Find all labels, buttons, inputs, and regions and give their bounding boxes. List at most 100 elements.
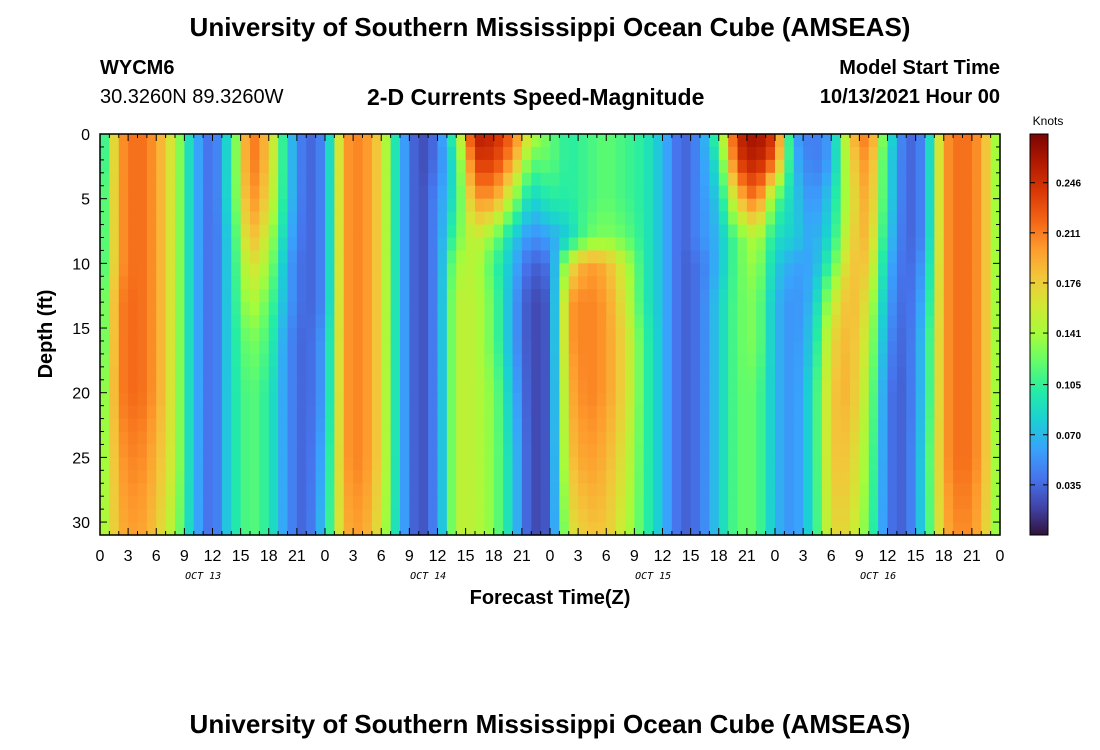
heatmap-cell — [728, 418, 739, 433]
heatmap-cell — [465, 315, 476, 329]
heatmap-cell — [915, 289, 926, 303]
heatmap-cell — [587, 302, 598, 316]
heatmap-cell — [728, 496, 739, 510]
heatmap-cell — [625, 444, 635, 458]
heatmap-cell — [775, 483, 785, 497]
heatmap-cell — [100, 198, 110, 213]
heatmap-cell — [831, 470, 842, 484]
heatmap-cell — [662, 134, 673, 148]
heatmap-cell — [446, 522, 457, 536]
heatmap-cell — [653, 522, 664, 536]
heatmap-cell — [175, 198, 185, 213]
heatmap-cell — [306, 392, 317, 407]
heatmap-cell — [503, 496, 514, 510]
heatmap-cell — [943, 211, 954, 226]
heatmap-cell — [343, 379, 354, 394]
heatmap-cell — [353, 250, 364, 264]
heatmap-cell — [521, 496, 532, 510]
heatmap-cell — [446, 172, 457, 187]
heatmap-cell — [596, 224, 607, 239]
heatmap-cell — [578, 250, 589, 264]
heatmap-cell — [371, 418, 382, 433]
heatmap-cell — [503, 146, 514, 161]
heatmap-cell — [484, 522, 495, 536]
heatmap-cell — [137, 457, 148, 471]
heatmap-cell — [962, 509, 973, 523]
heatmap-cell — [193, 340, 204, 355]
heatmap-cell — [156, 496, 167, 510]
heatmap-cell — [653, 470, 664, 484]
heatmap-cell — [981, 483, 992, 497]
heatmap-cell — [521, 470, 532, 484]
heatmap-cell — [831, 302, 842, 316]
heatmap-cell — [559, 146, 570, 161]
heatmap-cell — [915, 392, 926, 407]
heatmap-cell — [203, 198, 214, 213]
heatmap-cell — [512, 392, 523, 407]
heatmap-cell — [887, 185, 898, 200]
heatmap-cell — [521, 185, 532, 200]
heatmap-cell — [118, 315, 129, 329]
heatmap-cell — [287, 379, 298, 394]
heatmap-cell — [981, 418, 992, 433]
heatmap-cell — [953, 444, 964, 458]
heatmap-cell — [793, 431, 804, 446]
heatmap-cell — [250, 224, 260, 239]
heatmap-cell — [428, 444, 439, 458]
heatmap-cell — [109, 522, 120, 536]
heatmap-cell — [118, 522, 129, 536]
heatmap-cell — [325, 211, 335, 226]
heatmap-cell — [418, 263, 429, 277]
heatmap-cell — [803, 483, 814, 497]
heatmap-cell — [625, 340, 635, 355]
heatmap-cell — [690, 185, 701, 200]
heatmap-cell — [615, 483, 626, 497]
heatmap-cell — [306, 509, 317, 523]
heatmap-cell — [334, 340, 345, 355]
heatmap-cell — [446, 444, 457, 458]
x-tick-label: 6 — [377, 548, 386, 565]
heatmap-cell — [137, 250, 148, 264]
heatmap-cell — [643, 328, 654, 342]
heatmap-cell — [278, 211, 289, 226]
heatmap-cell — [559, 522, 570, 536]
heatmap-cell — [746, 185, 757, 200]
heatmap-cell — [990, 146, 1001, 161]
heatmap-cell — [540, 211, 551, 226]
heatmap-cell — [231, 224, 242, 239]
heatmap-cell — [915, 211, 926, 226]
heatmap-cell — [990, 224, 1001, 239]
heatmap-cell — [596, 328, 607, 342]
heatmap-cell — [325, 457, 335, 471]
heatmap-cell — [428, 224, 439, 239]
heatmap-cell — [746, 496, 757, 510]
heatmap-cell — [690, 470, 701, 484]
heatmap-cell — [446, 263, 457, 277]
heatmap-cell — [212, 172, 223, 187]
x-tick-label: 6 — [152, 548, 161, 565]
heatmap-cell — [896, 276, 907, 290]
heatmap-cell — [306, 457, 317, 471]
heatmap-cell — [250, 496, 260, 510]
heatmap-cell — [465, 146, 476, 161]
heatmap-cell — [371, 302, 382, 316]
heatmap-cell — [596, 315, 607, 329]
heatmap-cell — [643, 276, 654, 290]
x-tick-label: 12 — [879, 548, 897, 565]
heatmap-cell — [737, 405, 748, 420]
heatmap-cell — [850, 392, 860, 407]
heatmap-cell — [146, 289, 157, 303]
heatmap-cell — [840, 328, 851, 342]
heatmap-cell — [625, 483, 635, 497]
heatmap-cell — [634, 405, 645, 420]
heatmap-cell — [878, 302, 889, 316]
heatmap-cell — [653, 159, 664, 174]
heatmap-cell — [606, 198, 617, 213]
heatmap-cell — [287, 509, 298, 523]
heatmap-cell — [859, 146, 870, 161]
heatmap-cell — [559, 185, 570, 200]
heatmap-cell — [203, 366, 214, 381]
heatmap-cell — [240, 366, 251, 381]
heatmap-cell — [943, 224, 954, 239]
heatmap-cell — [353, 328, 364, 342]
